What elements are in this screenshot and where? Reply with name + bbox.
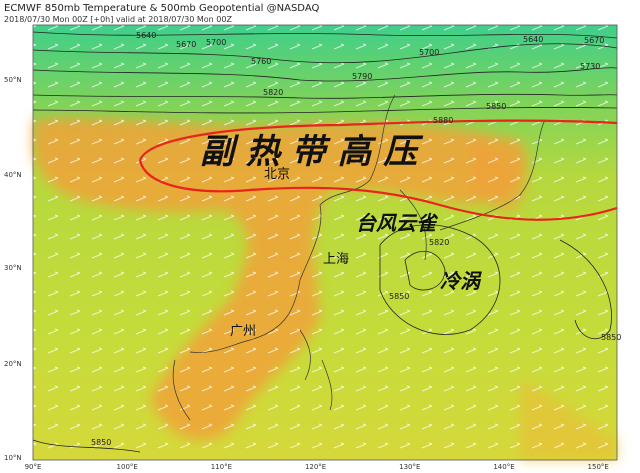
contour-label: 5850: [91, 438, 111, 447]
lon-label: 120°E: [305, 463, 326, 471]
contour-label: 5820: [263, 88, 283, 97]
map-title: ECMWF 850mb Temperature & 500mb Geopoten…: [4, 3, 319, 14]
lon-label: 150°E: [588, 463, 609, 471]
contour-label: 5700: [419, 48, 439, 57]
contour-label: 5760: [251, 57, 271, 66]
geopotential-contours: [32, 31, 618, 453]
contour-label: 5790: [352, 72, 372, 81]
lon-label: 110°E: [211, 463, 232, 471]
contour-label: 5700: [206, 38, 226, 47]
plot-area: [32, 24, 618, 461]
lat-label: 40°N: [4, 171, 22, 179]
annotation: 上海: [323, 252, 349, 267]
wind-vectors: [33, 25, 617, 460]
annotation: 北京: [264, 167, 290, 182]
contour-label: 5880: [433, 116, 453, 125]
annotation: 台风云雀: [356, 211, 439, 235]
contour-label: 5670: [176, 40, 196, 49]
contour-label: 5850: [389, 292, 409, 301]
lon-label: 90°E: [25, 463, 42, 471]
lat-label: 30°N: [4, 264, 22, 272]
contour-label: 5820: [429, 238, 449, 247]
lon-label: 140°E: [493, 463, 514, 471]
contour-label: 5640: [136, 31, 156, 40]
annotation: 广州: [230, 324, 256, 339]
contour-label: 5730: [580, 62, 600, 71]
contour-label: 5640: [523, 35, 543, 44]
contour-label: 5850: [486, 102, 506, 111]
lat-label: 20°N: [4, 360, 22, 368]
plot-frame: [32, 24, 618, 461]
contour-label: 5670: [584, 36, 604, 45]
lon-label: 130°E: [399, 463, 420, 471]
map-subtitle: 2018/07/30 Mon 00Z [+0h] valid at 2018/0…: [4, 15, 232, 24]
lat-label: 50°N: [4, 76, 22, 84]
annotation: 冷涡: [440, 269, 482, 293]
contour-label: 5850: [601, 333, 621, 342]
annotation: 副 热 带 高 压: [200, 132, 423, 172]
subtropical-high-contour: [138, 119, 618, 221]
lat-label: 10°N: [4, 454, 22, 462]
lon-label: 100°E: [117, 463, 138, 471]
